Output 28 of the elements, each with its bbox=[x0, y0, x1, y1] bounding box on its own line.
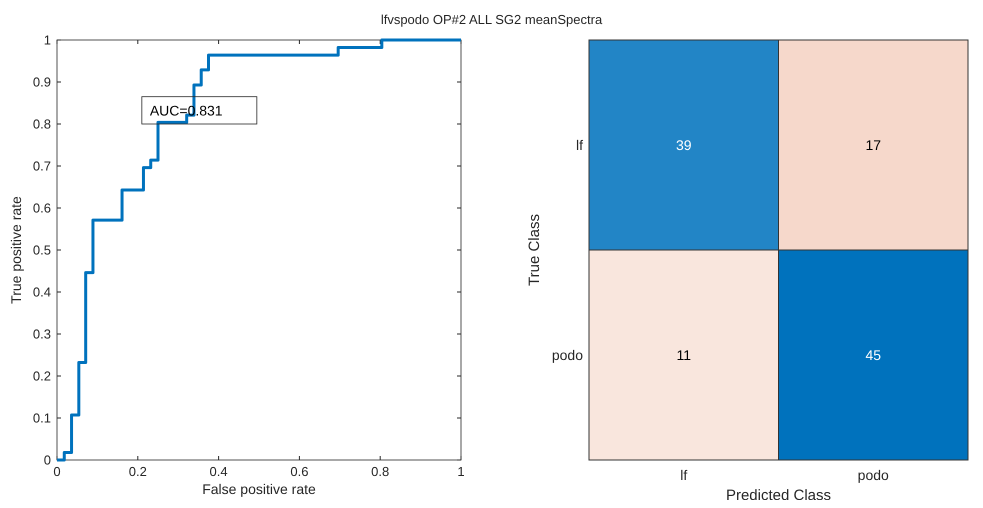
x-tick-label: lf bbox=[680, 467, 688, 483]
y-tick-label: 0.9 bbox=[32, 74, 51, 90]
x-tick-label: 0.6 bbox=[290, 464, 308, 479]
text: lfvspodo OP#2 ALL SG2 meanSpectra bbox=[380, 12, 603, 27]
y-axis-title: True Class bbox=[526, 214, 543, 286]
x-tick-label: 1 bbox=[457, 464, 465, 479]
y-tick-label: 0.5 bbox=[32, 242, 51, 258]
y-tick-label: 0.8 bbox=[32, 116, 51, 132]
y-tick-label: 1 bbox=[44, 32, 51, 48]
y-axis-title: True positive rate bbox=[8, 196, 24, 304]
data-label: 45 bbox=[865, 346, 882, 363]
x-tick-label: 0.4 bbox=[210, 464, 228, 479]
x-axis-title: False positive rate bbox=[202, 481, 316, 497]
x-tick-label: 0.2 bbox=[128, 464, 147, 479]
y-tick-label: 0.6 bbox=[32, 200, 51, 216]
y-tick-label: 0.3 bbox=[32, 326, 51, 342]
x-tick-label: podo bbox=[858, 467, 890, 483]
y-tick-label: 0 bbox=[44, 452, 51, 468]
x-tick-label: 0 bbox=[53, 464, 61, 479]
y-tick-label: 0.2 bbox=[32, 368, 51, 384]
x-axis-title: Predicted Class bbox=[726, 487, 832, 504]
data-label: 17 bbox=[865, 136, 882, 153]
data-label: 11 bbox=[676, 346, 692, 363]
y-tick-label: 0.1 bbox=[32, 410, 51, 426]
x-tick-label: 0.8 bbox=[371, 464, 390, 479]
data-label: 39 bbox=[676, 136, 692, 153]
y-tick-label: 0.4 bbox=[32, 284, 51, 300]
y-tick-label: 0.7 bbox=[32, 158, 51, 174]
